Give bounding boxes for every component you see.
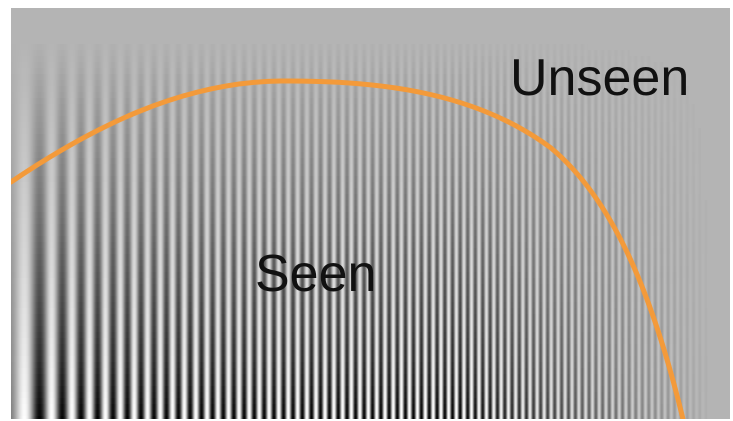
- csf-grating-figure: Seen Unseen: [11, 8, 730, 419]
- sine-grating: [11, 8, 730, 419]
- seen-label: Seen: [255, 245, 376, 303]
- unseen-label: Unseen: [510, 49, 689, 107]
- threshold-curve: [11, 78, 686, 419]
